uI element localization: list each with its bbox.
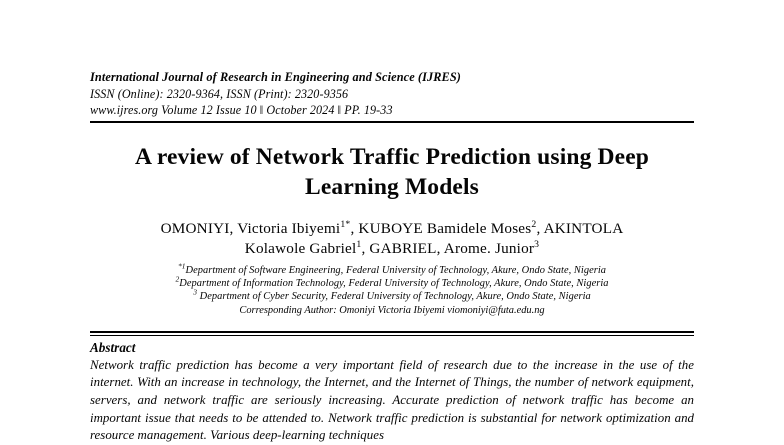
journal-masthead: International Journal of Research in Eng… <box>90 0 694 119</box>
affiliation-item: *1Department of Software Engineering, Fe… <box>90 261 694 277</box>
affiliation-text: Department of Cyber Security, Federal Un… <box>197 291 591 303</box>
affiliation-item: 3 Department of Cyber Security, Federal … <box>90 287 694 303</box>
author-name-1: OMONIYI, Victoria Ibiyemi <box>160 219 341 237</box>
journal-issn: ISSN (Online): 2320-9364, ISSN (Print): … <box>90 86 349 101</box>
affiliation-marker: 3 <box>193 287 198 297</box>
journal-title: International Journal of Research in Eng… <box>90 70 461 84</box>
title-block: A review of Network Traffic Prediction u… <box>90 142 694 202</box>
author-4-affiliation-marker: 3 <box>534 238 540 250</box>
affiliation-text: Department of Information Technology, Fe… <box>179 277 609 289</box>
affiliation-marker: *1 <box>177 261 186 271</box>
journal-issue-info: www.ijres.org Volume 12 Issue 10 ‖ Octob… <box>90 103 393 117</box>
affiliations-block: *1Department of Software Engineering, Fe… <box>90 261 694 318</box>
author-3-affiliation-marker: 1 <box>356 238 362 250</box>
author-name-4: , GABRIEL, Arome. Junior <box>361 240 535 257</box>
page-title: A review of Network Traffic Prediction u… <box>134 143 650 200</box>
abstract-divider <box>90 330 694 336</box>
author-name-2: , KUBOYE Bamidele Moses <box>350 219 532 237</box>
header-divider <box>90 120 694 123</box>
affiliation-item: 2Department of Information Technology, F… <box>90 274 694 290</box>
affiliation-marker: 2 <box>175 274 180 284</box>
author-line-1: OMONIYI, Victoria Ibiyemi1*, KUBOYE Bami… <box>90 219 694 240</box>
abstract-body: Network traffic prediction has become a … <box>90 357 694 443</box>
author-line-2: Kolawole Gabriel1, GABRIEL, Arome. Junio… <box>90 239 694 260</box>
author-name-3-cont: Kolawole Gabriel <box>244 240 357 257</box>
author-2-affiliation-marker: 2 <box>531 218 537 230</box>
affiliation-text: Department of Software Engineering, Fede… <box>185 264 607 276</box>
author-name-3-partial: , AKINTOLA <box>536 219 624 237</box>
author-1-affiliation-marker: 1* <box>340 218 351 230</box>
abstract-heading: Abstract <box>90 339 136 355</box>
authors-block: OMONIYI, Victoria Ibiyemi1*, KUBOYE Bami… <box>90 219 694 260</box>
corresponding-author: Corresponding Author: Omoniyi Victoria I… <box>239 305 545 317</box>
